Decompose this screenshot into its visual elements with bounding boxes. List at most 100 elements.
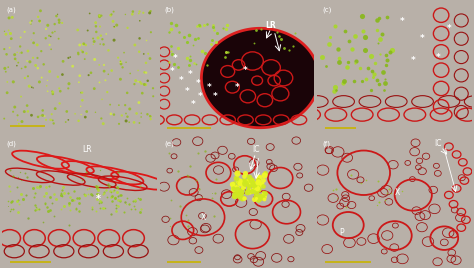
- Point: [219, 26, 227, 31]
- Point: [94, 187, 102, 191]
- Point: [133, 111, 140, 116]
- Point: [77, 91, 85, 95]
- Point: [225, 50, 232, 54]
- Point: [83, 187, 91, 191]
- Point: [110, 24, 118, 29]
- Point: [147, 114, 155, 119]
- Point: [57, 191, 64, 195]
- Point: [115, 103, 123, 107]
- Point: [65, 222, 73, 227]
- Point: [130, 120, 138, 125]
- Point: [124, 195, 131, 200]
- Point: [212, 177, 219, 181]
- Point: [245, 183, 253, 187]
- Point: [34, 56, 41, 60]
- Point: [374, 78, 381, 82]
- Point: [73, 195, 81, 200]
- Point: [64, 118, 72, 122]
- Point: [88, 193, 95, 198]
- Point: [332, 187, 340, 192]
- Point: [236, 181, 244, 185]
- Point: [167, 27, 174, 31]
- Point: [6, 209, 14, 213]
- Point: [9, 80, 17, 84]
- Point: [126, 107, 134, 111]
- Point: [38, 76, 46, 80]
- Text: *: *: [196, 79, 201, 88]
- Point: [100, 42, 108, 47]
- Point: [250, 182, 257, 186]
- Point: [59, 72, 66, 77]
- Point: [5, 204, 12, 209]
- Point: [356, 66, 364, 70]
- Text: *: *: [95, 194, 100, 204]
- Point: [167, 21, 174, 25]
- Point: [204, 63, 211, 67]
- Point: [93, 192, 101, 196]
- Text: (c): (c): [322, 6, 331, 13]
- Point: [250, 187, 257, 192]
- Point: [76, 73, 83, 78]
- Point: [89, 36, 97, 41]
- Point: [34, 66, 42, 70]
- Point: [33, 185, 40, 189]
- Point: [348, 47, 356, 52]
- Point: [78, 48, 85, 53]
- Point: [142, 61, 150, 65]
- Point: [122, 60, 130, 64]
- Point: [256, 192, 264, 197]
- Point: [106, 189, 114, 193]
- Point: [36, 9, 44, 13]
- Point: [7, 207, 15, 211]
- Point: [255, 175, 263, 180]
- Point: [373, 203, 381, 207]
- Point: [176, 204, 183, 209]
- Point: [242, 178, 249, 183]
- Text: P: P: [340, 228, 344, 237]
- Point: [11, 53, 18, 57]
- Point: [194, 151, 202, 156]
- Point: [82, 51, 90, 55]
- Point: [51, 29, 59, 34]
- Point: [49, 90, 56, 94]
- Point: [167, 43, 174, 48]
- Point: [257, 27, 264, 31]
- Point: [361, 35, 369, 39]
- Point: [55, 18, 63, 22]
- Point: [36, 207, 43, 211]
- Point: [358, 14, 365, 18]
- Point: [236, 193, 243, 198]
- Point: [208, 42, 215, 46]
- Point: [79, 50, 87, 54]
- Point: [210, 28, 218, 32]
- Text: (e): (e): [164, 140, 174, 147]
- Point: [109, 19, 117, 24]
- Point: [196, 23, 203, 27]
- Point: [76, 43, 83, 47]
- Point: [136, 9, 143, 14]
- Point: [332, 88, 339, 92]
- Point: [237, 188, 245, 192]
- Point: [15, 61, 22, 65]
- Point: [7, 31, 14, 36]
- Point: [46, 69, 54, 74]
- Point: [347, 173, 355, 178]
- Point: [129, 9, 137, 14]
- Point: [253, 185, 261, 189]
- Point: [87, 71, 95, 75]
- Point: [78, 91, 86, 95]
- Point: [211, 191, 219, 195]
- Point: [378, 32, 385, 36]
- Point: [57, 207, 65, 212]
- Text: *: *: [436, 53, 440, 62]
- Point: [107, 195, 115, 200]
- Point: [166, 216, 174, 220]
- Point: [209, 23, 217, 27]
- Point: [149, 94, 157, 98]
- Point: [107, 211, 115, 216]
- Point: [44, 78, 51, 83]
- Point: [191, 61, 198, 65]
- Text: *: *: [242, 66, 247, 75]
- Point: [231, 193, 238, 197]
- Point: [77, 113, 85, 117]
